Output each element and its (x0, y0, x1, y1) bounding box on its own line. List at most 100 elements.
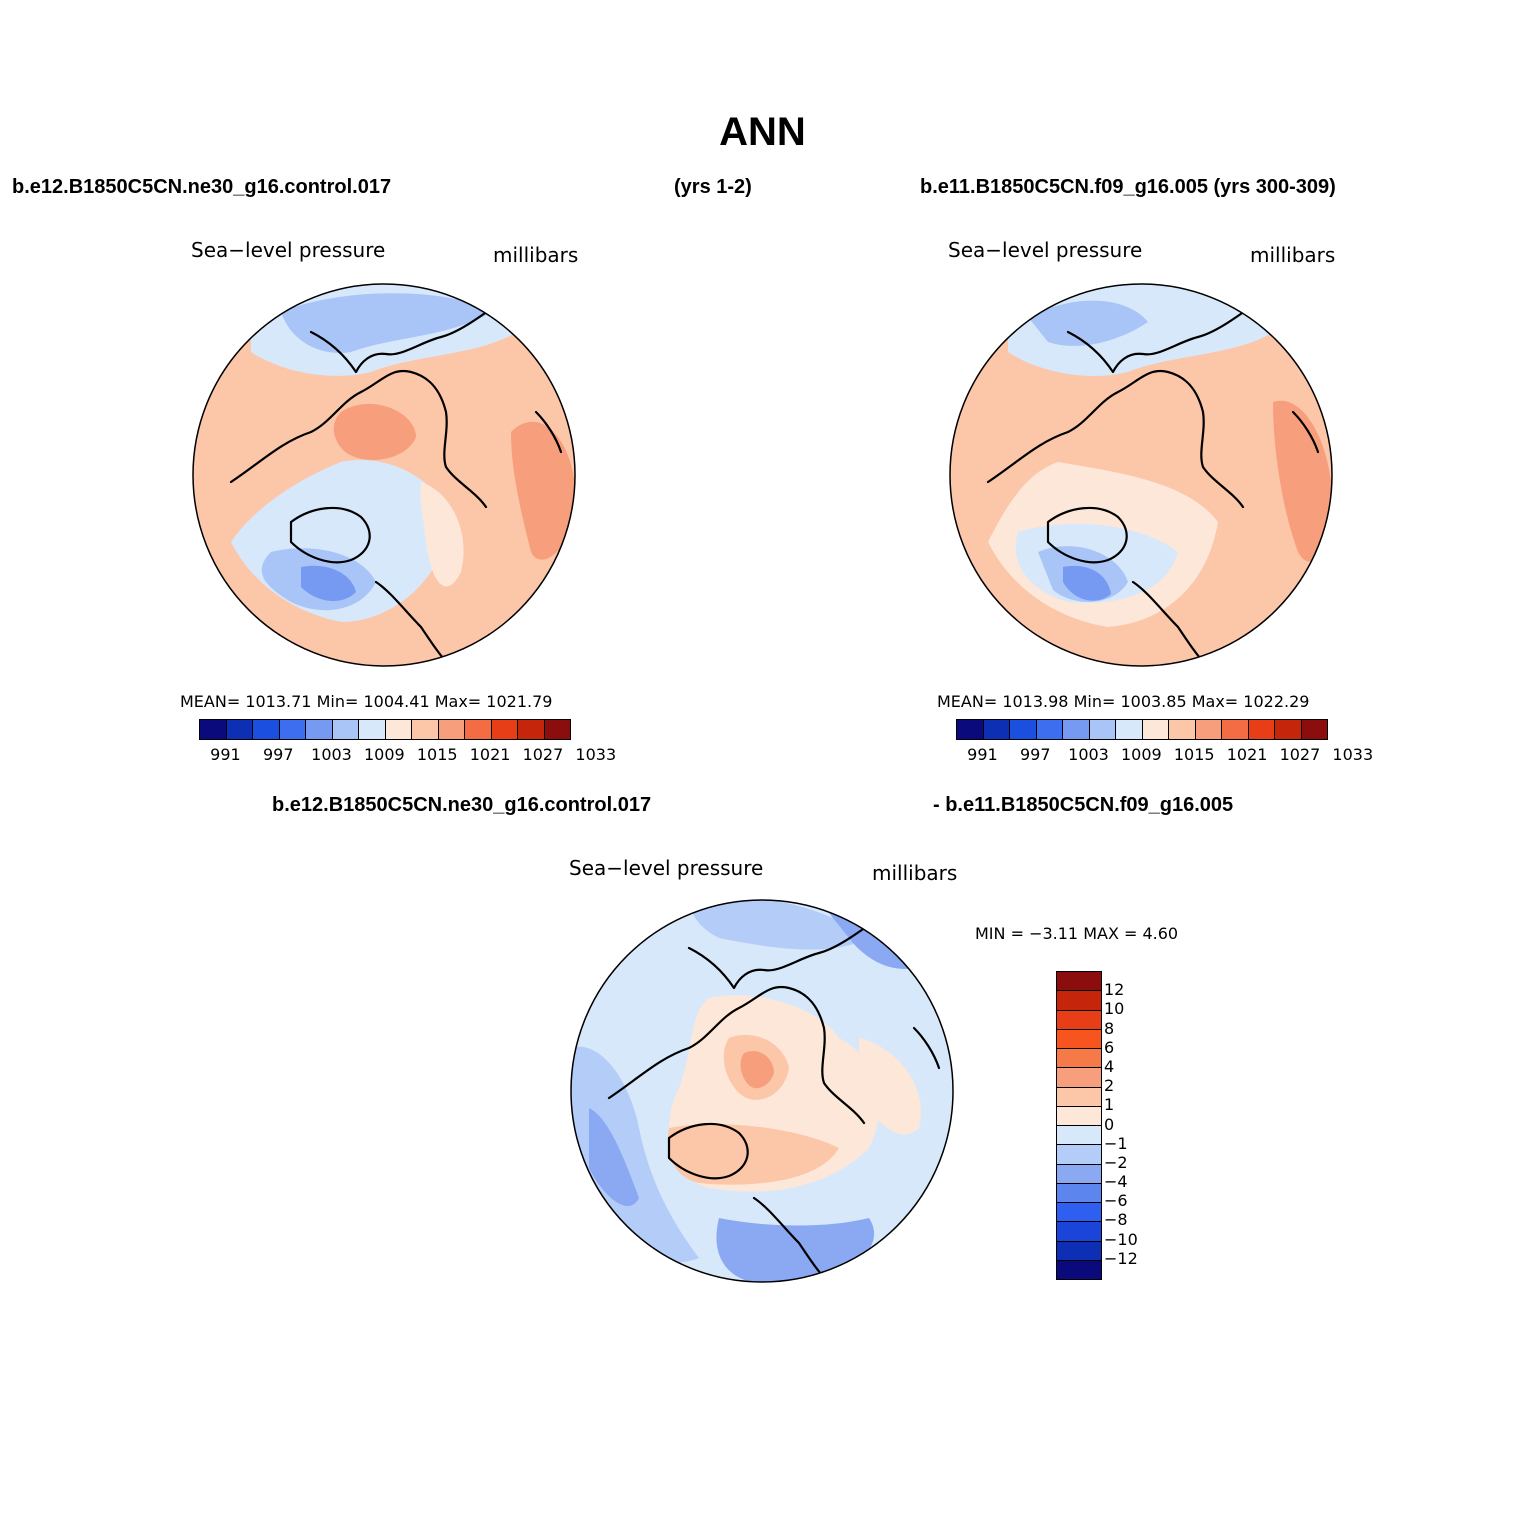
panel2-units: millibars (1250, 243, 1336, 267)
panel2-stats: MEAN= 1013.98 Min= 1003.85 Max= 1022.29 (937, 692, 1310, 711)
panel3-colorbar-tick-label: −12 (1104, 1248, 1138, 1268)
panel3-colorbar-swatch (1057, 1087, 1101, 1107)
panel1-colorbar-swatch (518, 720, 545, 739)
diff-case-right: - b.e11.B1850C5CN.f09_g16.005 (933, 794, 1234, 816)
figure-title: ANN (719, 110, 806, 154)
panel3-colorbar-swatch (1057, 1164, 1101, 1184)
panel1-coastline-asia (309, 300, 503, 374)
panel3-colorbar-swatch (1057, 1029, 1101, 1049)
panel3-coastline-greenland (667, 1122, 749, 1180)
panel1-colorbar-swatch (359, 720, 386, 739)
panel3-polar-map (570, 899, 954, 1283)
panel2-colorbar-swatch (1116, 720, 1143, 739)
panel3-coastline-europe (752, 1196, 831, 1282)
panel2-colorbar-swatch (1036, 720, 1063, 739)
panel3-colorbar-swatch (1057, 991, 1101, 1011)
panel3-coastline-1 (607, 985, 866, 1125)
panel2-colorbar-tick-label: 1015 (1173, 745, 1215, 764)
panel3-colorbar-swatch (1057, 1010, 1101, 1030)
panel1-icelandic-low-core (301, 565, 356, 602)
diff-case-left: b.e12.B1850C5CN.ne30_g16.control.017 (272, 794, 652, 816)
panel1-colorbar-swatch (385, 720, 412, 739)
panel1-colorbar-swatch (465, 720, 492, 739)
panel2-coastline-asia (1066, 300, 1260, 374)
panel3-colorbar-tick-label: 1 (1104, 1095, 1115, 1115)
panel1-polar-map (192, 283, 576, 667)
panel3-neg-west-core (589, 1108, 639, 1207)
panel1-colorbar-tick-label: 1015 (416, 745, 458, 764)
panel2-colorbar-swatch (983, 720, 1010, 739)
panel3-colorbar-swatch (1057, 1183, 1101, 1203)
panel3-map-border (570, 899, 954, 1283)
panel2-low-pacific-core (1028, 300, 1148, 346)
panel1-colorbar-tick-label: 1027 (522, 745, 564, 764)
panel2-colorbar-tick-label: 1009 (1121, 745, 1162, 764)
panel3-colorbar-tick-label: 8 (1104, 1018, 1115, 1038)
panel3-colorbar-tick-label: −2 (1104, 1152, 1128, 1172)
panel1-colorbar-tick-label: 1003 (311, 745, 352, 764)
panel1-colorbar-swatch (332, 720, 359, 739)
panel2-coastline-1 (986, 369, 1245, 509)
panel1-colorbar (199, 719, 571, 740)
panel3-neg-north-core (829, 912, 914, 969)
panel2-colorbar-swatch (1222, 720, 1249, 739)
panel3-colorbar-tick-label: 6 (1104, 1037, 1115, 1057)
panel1-colorbar-swatch (491, 720, 518, 739)
panel1-colorbar-tick-label: 997 (263, 745, 294, 764)
panel3-colorbar-swatch (1057, 1241, 1101, 1261)
panel1-colorbar-tick-label: 991 (210, 745, 241, 764)
right-case-name: b.e11.B1850C5CN.f09_g16.005 (yrs 300-309… (920, 176, 1336, 198)
panel1-high-arctic (333, 403, 416, 460)
panel1-colorbar-swatch (306, 720, 333, 739)
panel2-colorbar-swatch (1142, 720, 1169, 739)
panel3-units: millibars (872, 861, 958, 885)
panel1-colorbar-swatch (226, 720, 253, 739)
panel3-pos-band (667, 1124, 839, 1185)
panel3-colorbar-tick-label: −1 (1104, 1133, 1128, 1153)
panel1-coastline-kamchatka (534, 410, 563, 454)
panel1-variable: Sea−level pressure (191, 238, 386, 262)
panel2-polar-map (949, 283, 1333, 667)
left-case-years: (yrs 1-2) (674, 176, 752, 198)
panel1-colorbar-swatch (412, 720, 439, 739)
panel3-colorbar-swatch (1057, 1145, 1101, 1165)
panel1-map-border (192, 283, 576, 667)
panel2-map-border (949, 283, 1333, 667)
panel3-colorbar-tick-label: 4 (1104, 1056, 1115, 1076)
panel3-colorbar-swatch (1057, 1049, 1101, 1069)
panel2-colorbar-swatch (1275, 720, 1302, 739)
panel3-colorbar-swatch (1057, 1260, 1101, 1279)
panel3-colorbar-tick-label: −4 (1104, 1172, 1128, 1192)
panel3-variable: Sea−level pressure (569, 856, 764, 880)
panel2-colorbar-swatch (1169, 720, 1196, 739)
panel1-coastline-1 (229, 369, 488, 509)
panel3-colorbar-swatch (1057, 1222, 1101, 1242)
panel3-pos-central-core (740, 1050, 774, 1089)
panel3-neg-north (689, 900, 869, 950)
panel3-colorbar-tick-label: −8 (1104, 1210, 1128, 1230)
panel3-neg-south (716, 1218, 874, 1282)
panel3-colorbar-swatch (1057, 1126, 1101, 1146)
panel1-colorbar-tick-label: 1021 (469, 745, 511, 764)
panel2-icelandic-low-core (1063, 565, 1111, 601)
panel1-coastline-europe (374, 580, 453, 666)
panel3-pos-east (859, 1038, 921, 1135)
panel2-coastline-greenland (1046, 506, 1128, 564)
panel2-colorbar-swatch (1063, 720, 1090, 739)
panel2-variable: Sea−level pressure (948, 238, 1143, 262)
panel3-colorbar-tick-label: −6 (1104, 1191, 1128, 1211)
panel1-colorbar-swatch (438, 720, 465, 739)
panel1-colorbar-swatch (544, 720, 570, 739)
panel3-colorbar-swatch (1057, 1068, 1101, 1088)
panel1-high-siberia (511, 421, 575, 560)
panel3-stats: MIN = −3.11 MAX = 4.60 (975, 924, 1179, 943)
panel1-coastline-greenland (289, 506, 371, 564)
panel1-colorbar-tick-label: 1009 (364, 745, 405, 764)
panel3-colorbar-swatch (1057, 972, 1101, 992)
panel2-colorbar-tick-label: 997 (1020, 745, 1051, 764)
left-case-name: b.e12.B1850C5CN.ne30_g16.control.017 (12, 176, 392, 198)
panel2-colorbar-swatch (957, 720, 984, 739)
panel2-coastline-kamchatka (1291, 410, 1320, 454)
panel2-colorbar (956, 719, 1328, 740)
panel2-colorbar-tick-label: 1003 (1068, 745, 1109, 764)
